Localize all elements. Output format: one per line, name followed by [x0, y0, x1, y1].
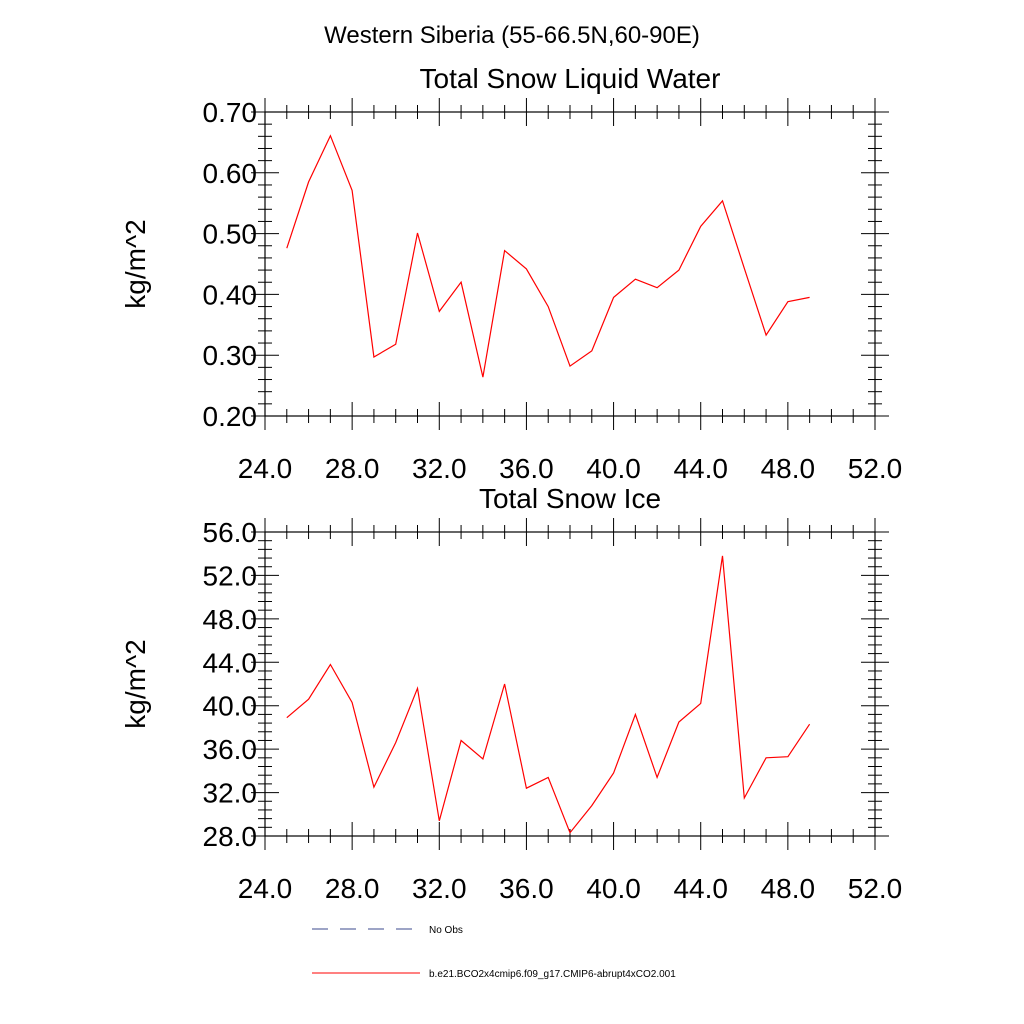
series-line-snow-ice	[286, 555, 811, 834]
y-tick-label: 0.60	[203, 158, 258, 189]
y-tick-label: 0.70	[203, 97, 258, 128]
plot-frame	[264, 531, 876, 837]
y-tick-label: 32.0	[203, 778, 258, 809]
y-axis-label: kg/m^2	[120, 639, 151, 728]
x-tick-label: 52.0	[848, 873, 903, 904]
y-tick-label: 44.0	[203, 647, 258, 678]
series-line-liquid-water	[286, 134, 810, 378]
y-axis-label: kg/m^2	[120, 219, 151, 308]
chart-title: Total Snow Ice	[479, 483, 661, 514]
x-tick-label: 40.0	[586, 873, 641, 904]
y-tick-label: 0.30	[203, 340, 258, 371]
x-tick-label: 32.0	[412, 453, 467, 484]
x-tick-label: 40.0	[586, 453, 641, 484]
plot-frame	[264, 111, 876, 417]
panel-snow-ice: Total Snow Ice 24.0 28.0 32.0 36.0 40.0 44.0 48…	[120, 483, 902, 904]
y-tick-label: 48.0	[203, 604, 258, 635]
x-tick-label: 36.0	[499, 873, 554, 904]
y-tick-label: 0.40	[203, 279, 258, 310]
y-tick-label: 56.0	[203, 517, 258, 548]
x-tick-label: 28.0	[325, 873, 380, 904]
y-tick-label: 0.20	[203, 401, 258, 432]
x-tick-label: 44.0	[673, 873, 728, 904]
y-tick-label: 36.0	[203, 734, 258, 765]
x-tick-label: 48.0	[761, 453, 816, 484]
y-tick-label: 0.50	[203, 219, 258, 250]
legend: No Obs b.e21.BCO2x4cmip6.f09_g17.CMIP6-a…	[312, 925, 676, 980]
x-tick-label: 36.0	[499, 453, 554, 484]
x-tick-label: 48.0	[761, 873, 816, 904]
x-tick-label: 32.0	[412, 873, 467, 904]
figure-title: Western Siberia (55-66.5N,60-90E)	[324, 22, 700, 49]
x-tick-label: 44.0	[673, 453, 728, 484]
y-tick-label: 52.0	[203, 560, 258, 591]
x-tick-label: 24.0	[238, 453, 293, 484]
legend-label-no-obs: No Obs	[429, 925, 463, 936]
x-tick-label: 52.0	[848, 453, 903, 484]
y-tick-label: 28.0	[203, 821, 258, 852]
legend-label-model: b.e21.BCO2x4cmip6.f09_g17.CMIP6-abrupt4x…	[429, 969, 676, 980]
x-tick-label: 24.0	[238, 873, 293, 904]
x-tick-label: 28.0	[325, 453, 380, 484]
panel-snow-liquid-water: Total Snow Liquid Water 24.0 28.0 32.0 36.0 4…	[120, 63, 902, 484]
y-tick-label: 40.0	[203, 691, 258, 722]
chart-title: Total Snow Liquid Water	[420, 63, 721, 94]
